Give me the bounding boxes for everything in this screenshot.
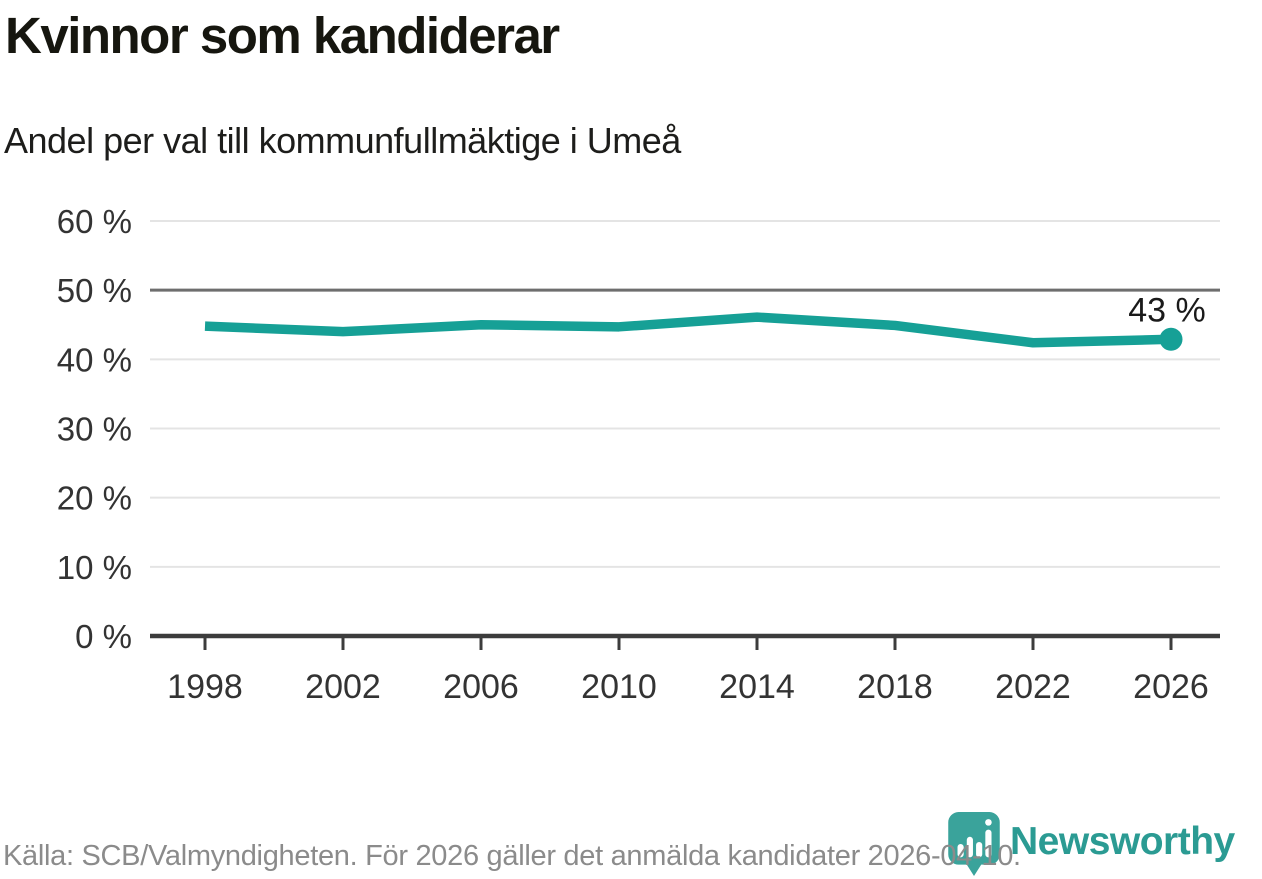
x-tick-label: 2010 bbox=[581, 668, 657, 706]
x-tick-label: 1998 bbox=[167, 668, 243, 706]
newsworthy-logo: Newsworthy bbox=[946, 810, 1235, 878]
x-tick-label: 2014 bbox=[719, 668, 795, 706]
y-tick-label: 10 % bbox=[57, 549, 132, 586]
y-tick-label: 0 % bbox=[75, 618, 132, 655]
x-tick-label: 2018 bbox=[857, 668, 933, 706]
x-tick-label: 2002 bbox=[305, 668, 381, 706]
bar-chart-pin-icon bbox=[948, 812, 1000, 876]
x-tick-label: 2006 bbox=[443, 668, 519, 706]
chart-subtitle: Andel per val till kommunfullmäktige i U… bbox=[4, 120, 681, 161]
data-line bbox=[204, 312, 1172, 348]
y-tick-label: 20 % bbox=[57, 480, 132, 517]
y-tick-label: 30 % bbox=[57, 410, 132, 447]
x-tick-label: 2026 bbox=[1133, 668, 1209, 706]
page-title: Kvinnor som kandiderar bbox=[5, 7, 560, 64]
data-point-2026 bbox=[1159, 327, 1183, 351]
y-tick-label: 40 % bbox=[57, 341, 132, 378]
y-tick-label: 60 % bbox=[57, 203, 132, 240]
y-tick-label: 50 % bbox=[57, 272, 132, 309]
brand-name: Newsworthy bbox=[1010, 820, 1235, 863]
end-value-label: 43 % bbox=[1128, 291, 1206, 329]
source-note: Källa: SCB/Valmyndigheten. För 2026 gäll… bbox=[3, 840, 1021, 872]
x-tick-label: 2022 bbox=[995, 668, 1071, 706]
